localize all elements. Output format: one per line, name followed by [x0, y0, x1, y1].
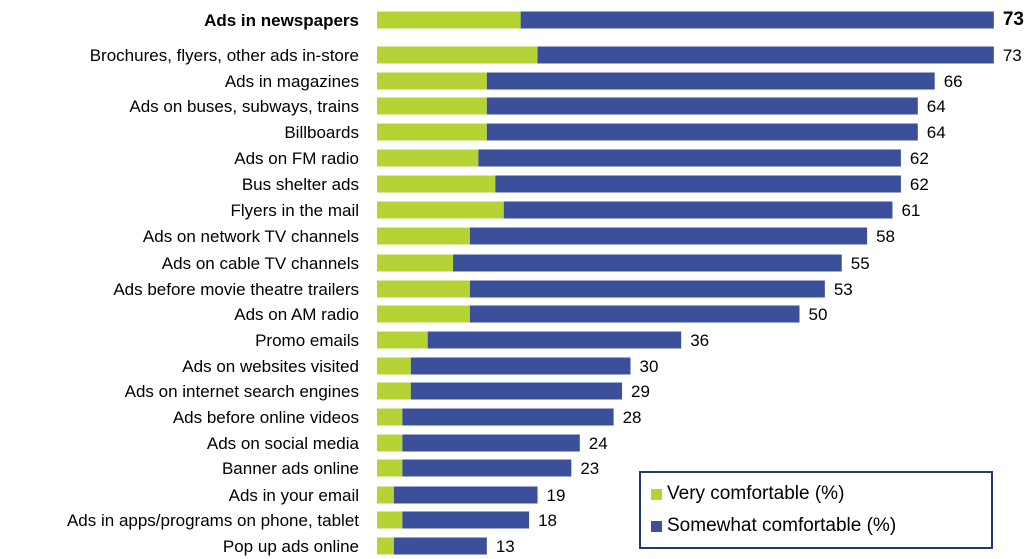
bar-very-comfortable	[377, 357, 411, 375]
bar-somewhat-comfortable	[478, 149, 901, 167]
total-value-label: 13	[496, 537, 515, 556]
bar-somewhat-comfortable	[469, 305, 800, 323]
category-label: Ads before movie theatre trailers	[113, 280, 359, 299]
bar-somewhat-comfortable	[393, 486, 538, 504]
bar-very-comfortable	[377, 280, 470, 298]
bar-somewhat-comfortable	[503, 201, 893, 219]
legend-label-somewhat: Somewhat comfortable (%)	[667, 515, 897, 536]
bar-very-comfortable	[377, 408, 403, 426]
bar-somewhat-comfortable	[402, 511, 530, 529]
category-label: Ads on social media	[207, 434, 360, 453]
category-label: Ads in newspapers	[204, 11, 359, 30]
bar-very-comfortable	[377, 434, 403, 452]
total-value-label: 64	[927, 97, 946, 116]
category-label: Promo emails	[255, 331, 359, 350]
category-label: Brochures, flyers, other ads in-store	[90, 46, 359, 65]
total-value-label: 19	[547, 486, 566, 505]
category-label: Ads on AM radio	[234, 305, 359, 324]
bar-somewhat-comfortable	[486, 72, 935, 90]
legend-swatch-very	[651, 488, 662, 500]
total-value-label: 66	[944, 72, 963, 91]
bar-somewhat-comfortable	[486, 97, 918, 115]
bar-somewhat-comfortable	[495, 175, 901, 193]
total-value-label: 30	[640, 357, 659, 376]
bar-very-comfortable	[377, 305, 470, 323]
bar-very-comfortable	[377, 123, 487, 141]
category-label: Ads in magazines	[225, 72, 359, 91]
total-value-label: 50	[809, 305, 828, 324]
bar-somewhat-comfortable	[537, 46, 994, 64]
bar-somewhat-comfortable	[402, 459, 572, 477]
bar-very-comfortable	[377, 254, 454, 272]
bar-very-comfortable	[377, 331, 428, 349]
category-label: Ads on websites visited	[182, 357, 359, 376]
category-label: Pop up ads online	[223, 537, 359, 556]
total-value-label: 28	[623, 408, 642, 427]
total-value-label: 24	[589, 434, 608, 453]
total-value-label: 73	[1003, 46, 1022, 65]
bar-somewhat-comfortable	[402, 408, 614, 426]
bar-somewhat-comfortable	[469, 227, 868, 245]
bar-very-comfortable	[377, 459, 403, 477]
category-label: Ads on buses, subways, trains	[129, 97, 359, 116]
category-label: Ads on network TV channels	[143, 227, 359, 246]
legend-swatch-somewhat	[651, 520, 662, 532]
legend: Very comfortable (%) Somewhat comfortabl…	[639, 471, 993, 549]
bar-very-comfortable	[377, 227, 470, 245]
total-value-label: 55	[851, 254, 870, 273]
category-label: Flyers in the mail	[231, 201, 359, 220]
total-value-label: 73	[1003, 9, 1024, 30]
total-value-label: 62	[910, 149, 929, 168]
bar-very-comfortable	[377, 537, 394, 555]
bar-very-comfortable	[377, 382, 411, 400]
bar-very-comfortable	[377, 511, 403, 529]
bar-somewhat-comfortable	[410, 382, 623, 400]
bar-somewhat-comfortable	[453, 254, 842, 272]
bar-very-comfortable	[377, 97, 487, 115]
bar-somewhat-comfortable	[486, 123, 918, 141]
category-label: Billboards	[284, 123, 359, 142]
total-value-label: 58	[876, 227, 895, 246]
total-value-label: 64	[927, 123, 946, 142]
total-value-label: 36	[690, 331, 709, 350]
category-label: Ads on FM radio	[234, 149, 359, 168]
bar-very-comfortable	[377, 11, 521, 29]
total-value-label: 61	[901, 201, 920, 220]
bar-somewhat-comfortable	[402, 434, 580, 452]
legend-label-very: Very comfortable (%)	[667, 483, 845, 504]
total-value-label: 18	[538, 511, 557, 530]
total-value-label: 29	[631, 382, 650, 401]
total-value-label: 62	[910, 175, 929, 194]
bar-very-comfortable	[377, 175, 496, 193]
category-label: Ads on cable TV channels	[162, 254, 359, 273]
bar-somewhat-comfortable	[393, 537, 487, 555]
legend-item-somewhat: Somewhat comfortable (%)	[651, 515, 896, 537]
total-value-label: 53	[834, 280, 853, 299]
bar-very-comfortable	[377, 149, 479, 167]
bar-somewhat-comfortable	[520, 11, 994, 29]
bar-very-comfortable	[377, 72, 487, 90]
bar-somewhat-comfortable	[410, 357, 631, 375]
category-label: Banner ads online	[222, 459, 359, 478]
bar-very-comfortable	[377, 46, 538, 64]
category-label: Ads before online videos	[173, 408, 359, 427]
bar-very-comfortable	[377, 486, 394, 504]
bar-very-comfortable	[377, 201, 504, 219]
total-value-label: 23	[580, 459, 599, 478]
bar-somewhat-comfortable	[427, 331, 682, 349]
category-label: Ads in apps/programs on phone, tablet	[67, 511, 359, 530]
category-label: Ads in your email	[229, 486, 359, 505]
legend-item-very: Very comfortable (%)	[651, 483, 844, 505]
bar-somewhat-comfortable	[469, 280, 825, 298]
category-label: Ads on internet search engines	[125, 382, 359, 401]
category-label: Bus shelter ads	[242, 175, 359, 194]
